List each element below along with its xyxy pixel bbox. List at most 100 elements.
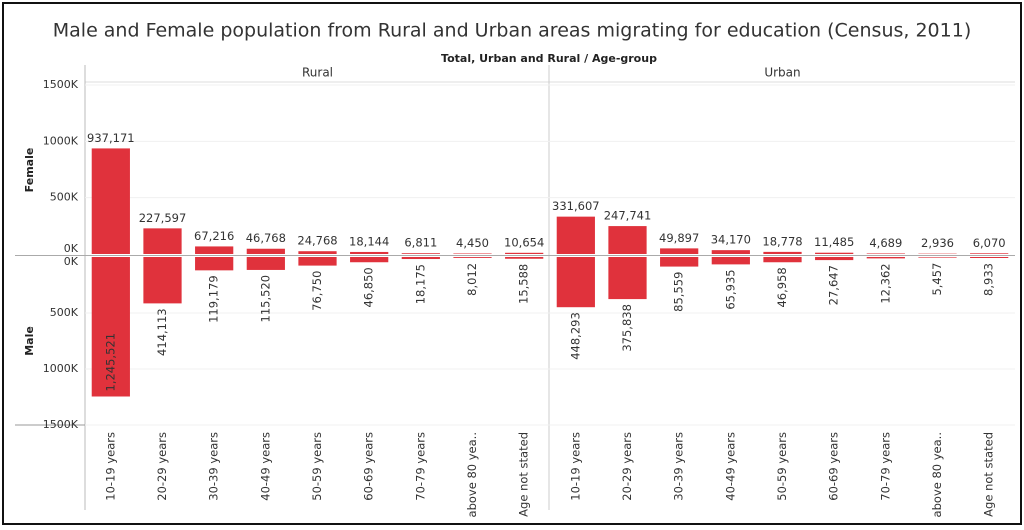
x-tick-label: 20-29 years <box>620 432 634 501</box>
bar <box>556 216 595 254</box>
y-tick-label: 1500K <box>43 418 79 431</box>
value-label: 937,171 <box>87 131 135 145</box>
bar <box>91 148 130 254</box>
bar <box>453 253 492 254</box>
bar <box>505 252 544 254</box>
bar <box>763 257 802 263</box>
bar <box>453 257 492 258</box>
value-label: 5,457 <box>930 263 944 296</box>
value-label: 375,838 <box>620 304 634 352</box>
bar <box>401 257 440 260</box>
bar <box>143 257 182 304</box>
value-label: 227,597 <box>139 211 187 225</box>
value-label: 76,750 <box>310 271 324 311</box>
x-tick-label: above 80 yea.. <box>465 432 479 517</box>
bar <box>815 252 854 254</box>
bar <box>195 257 234 271</box>
value-label: 6,811 <box>404 236 437 250</box>
chart-title: Male and Female population from Rural an… <box>53 20 971 42</box>
bar <box>246 257 285 270</box>
y-tick-label: 1000K <box>43 134 79 147</box>
x-tick-label: 40-49 years <box>258 432 272 501</box>
panel-header: Rural <box>302 66 333 80</box>
bar <box>918 257 957 258</box>
bar <box>608 257 647 300</box>
x-tick-label: 70-79 years <box>413 432 427 501</box>
value-label: 18,175 <box>413 264 427 304</box>
value-label: 18,778 <box>762 234 802 248</box>
value-label: 18,144 <box>349 234 389 248</box>
bar <box>401 253 440 254</box>
bar <box>608 226 647 254</box>
bar <box>763 251 802 254</box>
value-label: 11,485 <box>814 235 854 249</box>
bar <box>711 257 750 265</box>
x-tick-label: 60-69 years <box>827 432 841 501</box>
value-label: 8,012 <box>465 263 479 296</box>
x-tick-label: 10-19 years <box>103 432 117 501</box>
bar <box>350 251 389 254</box>
value-label: 24,768 <box>297 234 337 248</box>
bar <box>866 253 905 254</box>
value-label: 10,654 <box>504 235 544 249</box>
value-label: 46,768 <box>246 231 286 245</box>
bar <box>970 257 1009 259</box>
value-label: 12,362 <box>878 263 892 303</box>
value-label: 15,588 <box>517 264 531 304</box>
bar <box>91 257 130 397</box>
bar <box>711 250 750 254</box>
value-label: 2,936 <box>921 236 954 250</box>
value-label: 67,216 <box>194 229 234 243</box>
bar <box>660 257 699 267</box>
value-label: 115,520 <box>258 275 272 323</box>
y-axis-title: Female <box>23 148 36 193</box>
value-label: 27,647 <box>827 265 841 305</box>
x-tick-label: 40-49 years <box>723 432 737 501</box>
x-tick-label: 60-69 years <box>362 432 376 501</box>
value-label: 8,933 <box>982 263 996 296</box>
value-label: 331,607 <box>552 199 600 213</box>
bar <box>660 248 699 254</box>
value-label: 448,293 <box>568 312 582 360</box>
value-label: 1,245,521 <box>103 333 117 392</box>
x-tick-label: 30-39 years <box>672 432 686 501</box>
x-tick-label: 30-39 years <box>207 432 221 501</box>
y-tick-label: 1000K <box>43 362 79 375</box>
y-tick-label: 500K <box>50 306 79 319</box>
x-tick-label: Age not stated <box>517 432 531 517</box>
bar <box>143 228 182 254</box>
panel-header: Urban <box>764 66 800 80</box>
x-tick-label: above 80 yea.. <box>930 432 944 517</box>
x-tick-label: 10-19 years <box>568 432 582 501</box>
y-tick-label: 1500K <box>43 78 79 91</box>
value-label: 247,741 <box>604 209 652 223</box>
value-label: 65,935 <box>723 269 737 309</box>
value-label: 414,113 <box>155 308 169 356</box>
bar <box>505 257 544 259</box>
chart-subtitle: Total, Urban and Rural / Age-group <box>441 52 657 65</box>
x-tick-label: 50-59 years <box>775 432 789 501</box>
bar <box>866 257 905 259</box>
y-tick-label: 500K <box>50 191 79 204</box>
bar <box>815 257 854 261</box>
bar <box>195 246 234 254</box>
bar <box>298 257 337 266</box>
value-label: 49,897 <box>659 231 699 245</box>
bar <box>556 257 595 308</box>
x-tick-label: Age not stated <box>982 432 996 517</box>
y-tick-label: 0K <box>64 242 79 255</box>
value-label: 119,179 <box>207 275 221 323</box>
x-tick-label: 70-79 years <box>878 432 892 501</box>
bar <box>246 248 285 254</box>
y-tick-label: 0K <box>64 255 79 268</box>
value-label: 6,070 <box>973 236 1006 250</box>
value-label: 46,850 <box>362 267 376 307</box>
value-label: 4,689 <box>869 236 902 250</box>
x-tick-label: 20-29 years <box>155 432 169 501</box>
y-axis-title: Male <box>23 326 36 356</box>
bar <box>970 253 1009 254</box>
x-tick-label: 50-59 years <box>310 432 324 501</box>
value-label: 46,958 <box>775 267 789 307</box>
value-label: 34,170 <box>711 233 751 247</box>
